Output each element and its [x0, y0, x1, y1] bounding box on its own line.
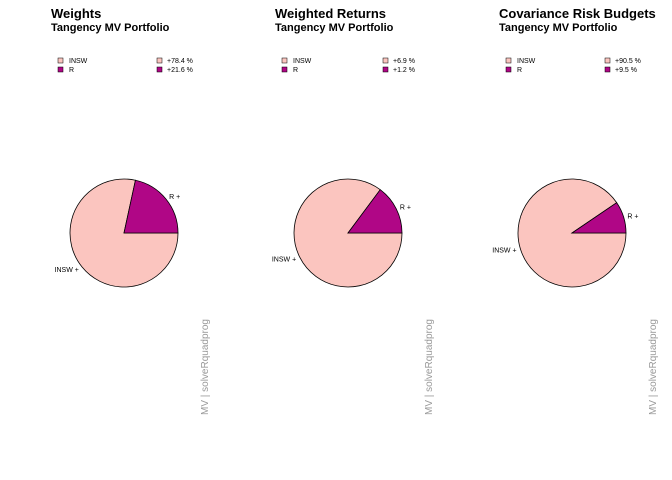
pie-label-insw: INSW + [272, 257, 296, 264]
legend: INSW R +6.9 % +1.2 % [281, 57, 415, 74]
pie-label-r: R + [169, 194, 180, 201]
legend-swatch-r-value [604, 66, 611, 73]
legend-swatch-insw-value [382, 57, 389, 64]
pie-label-insw: INSW + [492, 248, 516, 255]
legend-name-r: R [517, 67, 522, 74]
legend-name-r: R [69, 67, 74, 74]
panel-weighted-returns: Weighted Returns Tangency MV Portfolio I… [272, 6, 435, 415]
legend-swatch-insw-value [604, 57, 611, 64]
legend-swatch-insw [281, 57, 288, 64]
pie: INSW + R + [55, 178, 180, 288]
legend-swatch-insw [57, 57, 64, 64]
pie-slice-r [347, 189, 403, 234]
chart-title: Weighted Returns [275, 6, 386, 21]
pie-label-r: R + [400, 204, 411, 211]
pie-label-insw: INSW + [55, 267, 79, 274]
legend-name-insw: INSW [293, 58, 312, 65]
pie-slice-r [123, 179, 179, 234]
chart-title: Covariance Risk Budgets [499, 6, 656, 21]
side-label: MV | solveRquadprog [648, 319, 659, 415]
legend-name-insw: INSW [69, 58, 88, 65]
chart-subtitle: Tangency MV Portfolio [51, 22, 170, 34]
legend-value-insw: +6.9 % [393, 58, 415, 65]
legend: INSW R +90.5 % +9.5 % [505, 57, 641, 74]
pie-label-r: R + [627, 213, 638, 220]
panel-covariance-risk-budgets: Covariance Risk Budgets Tangency MV Port… [492, 6, 659, 415]
legend-value-r: +9.5 % [615, 67, 637, 74]
legend-swatch-r-value [382, 66, 389, 73]
legend-name-r: R [293, 67, 298, 74]
legend: INSW R +78.4 % +21.6 % [57, 57, 193, 74]
legend-swatch-insw [505, 57, 512, 64]
chart-subtitle: Tangency MV Portfolio [499, 22, 618, 34]
legend-value-insw: +78.4 % [167, 58, 193, 65]
legend-value-r: +1.2 % [393, 67, 415, 74]
legend-swatch-r [281, 66, 288, 73]
legend-value-insw: +90.5 % [615, 58, 641, 65]
legend-value-r: +21.6 % [167, 67, 193, 74]
legend-swatch-insw-value [156, 57, 163, 64]
chart-title: Weights [51, 6, 101, 21]
pie: INSW + R + [272, 178, 411, 288]
pie-slice-r [570, 202, 627, 234]
chart-subtitle: Tangency MV Portfolio [275, 22, 394, 34]
side-label: MV | solveRquadprog [200, 319, 211, 415]
legend-swatch-r [57, 66, 64, 73]
panel-weights: Weights Tangency MV Portfolio INSW R +78… [51, 6, 211, 415]
legend-swatch-r-value [156, 66, 163, 73]
pie: INSW + R + [492, 178, 639, 288]
legend-swatch-r [505, 66, 512, 73]
legend-name-insw: INSW [517, 58, 536, 65]
side-label: MV | solveRquadprog [424, 319, 435, 415]
